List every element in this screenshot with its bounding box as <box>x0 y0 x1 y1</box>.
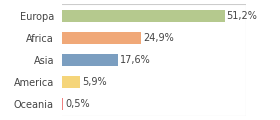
Bar <box>62 76 80 88</box>
Text: 0,5%: 0,5% <box>65 99 90 109</box>
Text: 5,9%: 5,9% <box>82 77 107 87</box>
Bar <box>62 98 63 110</box>
Bar <box>62 10 225 22</box>
Text: 51,2%: 51,2% <box>227 11 258 21</box>
Text: 24,9%: 24,9% <box>143 33 174 43</box>
Bar <box>62 32 141 44</box>
Bar <box>62 54 118 66</box>
Text: 17,6%: 17,6% <box>120 55 150 65</box>
